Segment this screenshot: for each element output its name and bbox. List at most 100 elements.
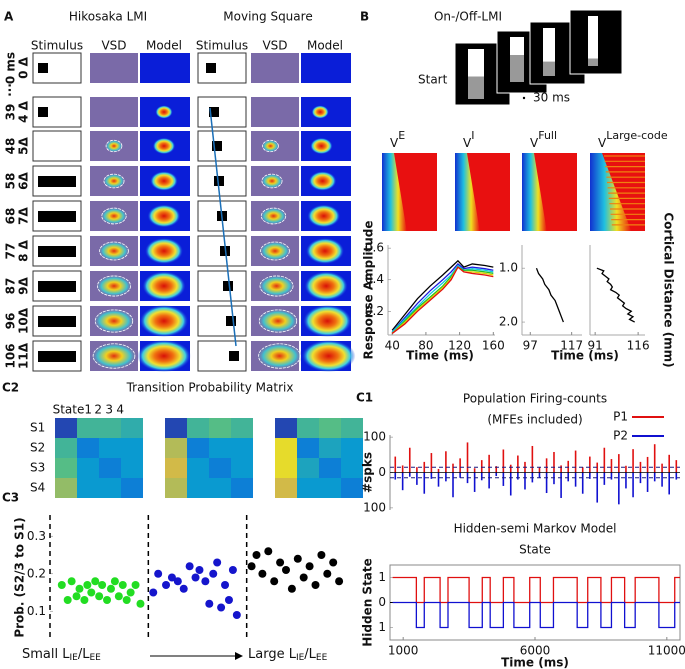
point	[335, 577, 344, 586]
y-axis-label: Cortical Distance (mm)	[662, 212, 676, 367]
panel-label: C3	[2, 491, 19, 505]
ellipsis: ...	[6, 83, 20, 97]
heatmap-cell	[55, 478, 77, 498]
point	[106, 584, 115, 593]
stimulus	[38, 211, 76, 222]
y-tick-label: 0.1	[27, 604, 46, 618]
y-axis-label: Hidden State	[361, 558, 375, 647]
vsd-activity	[259, 207, 288, 225]
vsd-activity	[102, 173, 126, 189]
y-tick-label: S2	[30, 441, 45, 455]
y-tick-label: 0	[378, 465, 386, 479]
panel-label: B	[360, 10, 369, 24]
x-tick-label: 4	[116, 403, 124, 417]
y-tick-label: 0	[378, 595, 386, 609]
stimulus	[38, 63, 48, 73]
model-activity	[142, 271, 186, 301]
model-activity	[306, 238, 344, 264]
heatmap-cell	[341, 438, 363, 458]
stimulus	[209, 107, 219, 117]
row-frame: 10Δ	[17, 307, 31, 334]
heatmap-cell	[121, 458, 143, 478]
response-map-front	[522, 153, 547, 231]
model-activity	[308, 171, 337, 191]
vsd-contour	[259, 275, 294, 297]
x-tick-label: 120	[448, 339, 471, 353]
vsd-activity	[95, 274, 133, 298]
model-activity	[150, 171, 178, 191]
point	[103, 596, 112, 604]
point	[83, 581, 92, 589]
point	[213, 558, 222, 567]
row-frame: 7Δ	[17, 206, 31, 224]
heatmap-cell	[209, 478, 231, 498]
y-tick-label: S4	[30, 481, 45, 495]
point	[154, 569, 163, 578]
heatmap-cell	[99, 438, 121, 458]
panel-title: On-/Off-LMI	[434, 10, 502, 24]
panel-title: Moving Square	[223, 10, 312, 24]
stimulus	[38, 176, 76, 187]
point	[305, 562, 314, 571]
y-tick-label: 0.3	[27, 529, 46, 543]
panel-label: A	[4, 10, 14, 24]
point	[179, 584, 188, 593]
map-label-sup: E	[398, 129, 405, 142]
chart-title: Transition Probability Matrix	[126, 381, 294, 395]
y-tick-label: 1	[378, 620, 386, 634]
point	[217, 603, 226, 612]
vsd-contour	[94, 309, 134, 333]
heatmap-cell	[275, 458, 297, 478]
y-tick-label: 1.0	[499, 261, 518, 275]
line-series	[391, 266, 494, 334]
panel-label: C2	[2, 381, 19, 395]
chart-subtitle: (MFEs included)	[487, 413, 582, 427]
response-map-front	[455, 153, 480, 231]
vsd-activity	[100, 207, 128, 225]
stimulus-frame	[197, 270, 247, 302]
y-tick-label: 2.0	[499, 315, 518, 329]
point	[67, 577, 76, 586]
response-map-front	[382, 153, 407, 231]
model-activity	[301, 340, 356, 372]
y-axis-label: Response Amplitude	[362, 221, 376, 360]
state-trace	[392, 576, 680, 604]
panel-title: Hikosaka LMI	[69, 10, 147, 24]
x-axis-label-part: Small L	[22, 647, 70, 662]
heatmap-cell	[209, 438, 231, 458]
point	[110, 577, 119, 586]
line-series	[391, 264, 494, 333]
heatmap-cell	[341, 458, 363, 478]
row-time: 87	[4, 278, 18, 295]
heatmap-cell	[121, 478, 143, 498]
map-label-sup: Full	[538, 129, 557, 142]
point	[185, 562, 194, 571]
stimulus	[214, 176, 224, 186]
stimulus	[38, 316, 76, 327]
point	[95, 592, 104, 601]
x-tick-label: State1	[53, 403, 92, 417]
point	[258, 569, 267, 578]
vsd-activity	[256, 342, 303, 370]
row-time: 77	[4, 243, 18, 260]
heatmap-cell	[297, 438, 319, 458]
x-tick-label: 116	[627, 339, 650, 353]
heatmap-cell	[187, 458, 209, 478]
heatmap-cell	[231, 438, 253, 458]
heatmap-cell	[99, 418, 121, 438]
heatmap-cell	[121, 418, 143, 438]
map-label: VFull	[530, 129, 557, 150]
row-time: 68	[4, 208, 18, 225]
point	[98, 581, 107, 589]
heatmap-cell	[55, 458, 77, 478]
heatmap-cell	[187, 418, 209, 438]
heatmap-cell	[99, 458, 121, 478]
point	[118, 581, 127, 589]
line-series	[535, 267, 564, 323]
point	[162, 581, 171, 589]
stimulus	[226, 316, 236, 326]
vsd-activity	[90, 342, 138, 370]
heatmap-cell	[231, 458, 253, 478]
panel-label: C1	[356, 391, 373, 405]
point	[317, 551, 326, 559]
